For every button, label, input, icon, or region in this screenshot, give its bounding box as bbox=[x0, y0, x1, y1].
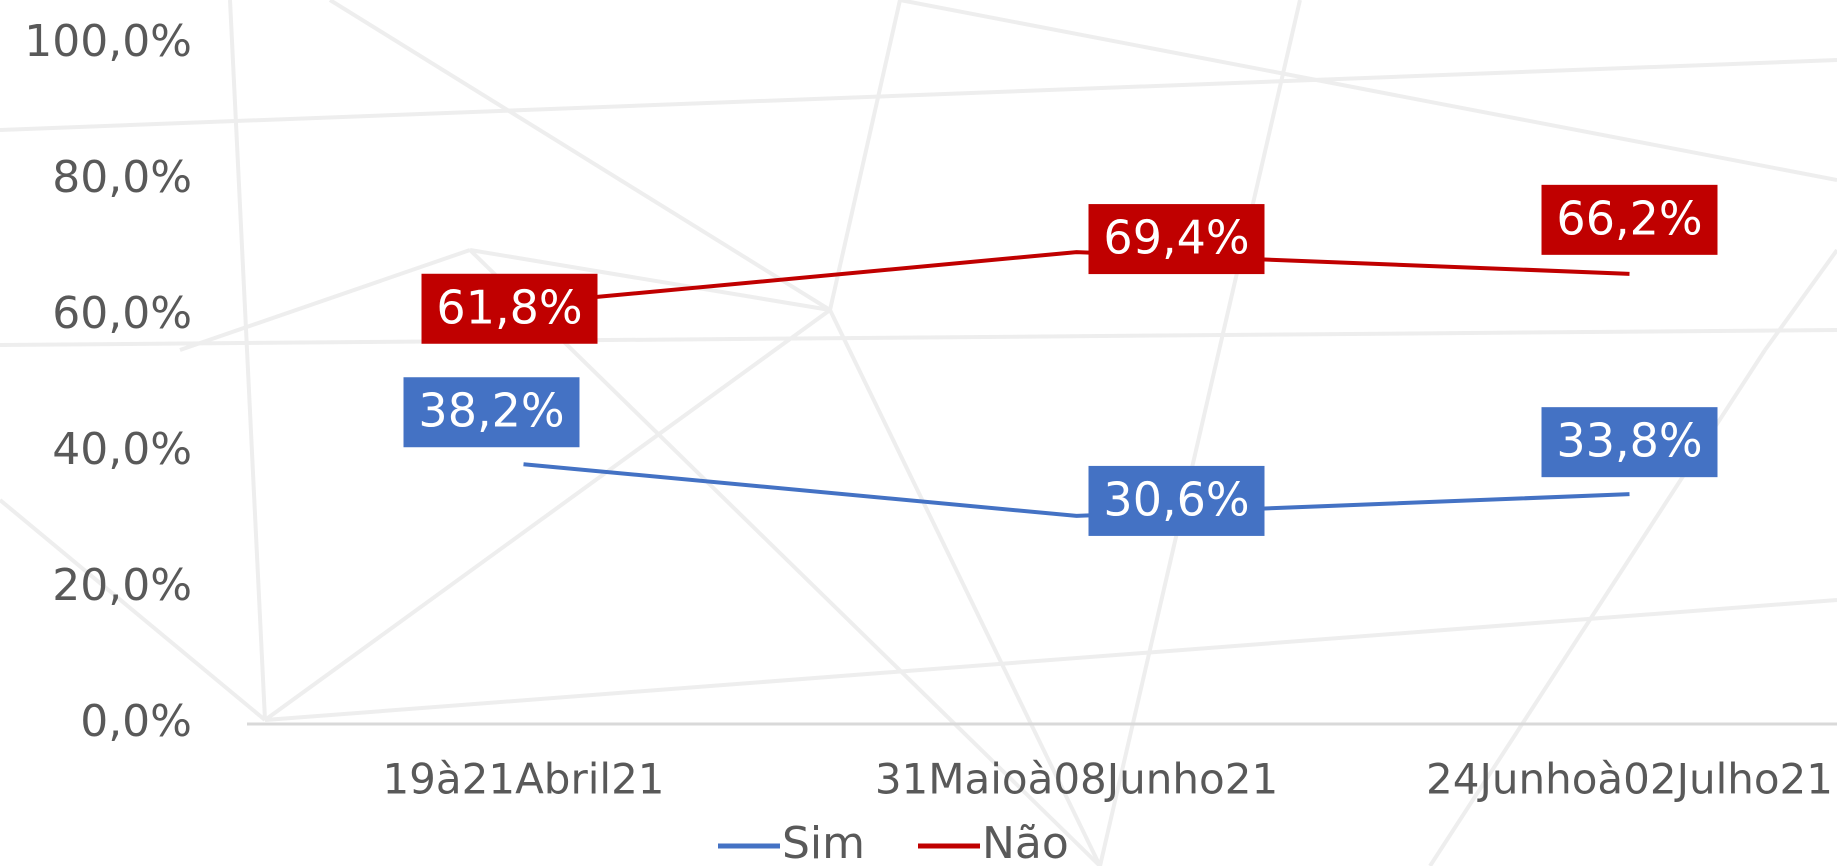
data-label-box bbox=[1088, 204, 1265, 275]
data-label-box bbox=[1541, 407, 1718, 478]
data-label: 66,2% bbox=[1556, 191, 1702, 245]
y-tick-label: 80,0% bbox=[52, 152, 192, 203]
data-label: 38,2% bbox=[418, 384, 564, 438]
line-series bbox=[523, 250, 1630, 306]
y-tick-label: 100,0% bbox=[24, 16, 192, 67]
data-label-box bbox=[1088, 465, 1265, 536]
y-tick-label: 60,0% bbox=[52, 288, 192, 339]
y-tick-label: 0,0% bbox=[80, 696, 192, 747]
y-tick-label: 40,0% bbox=[52, 424, 192, 475]
legend-label: Sim bbox=[782, 818, 865, 866]
legend-label: Não bbox=[982, 818, 1069, 866]
data-label: 69,4% bbox=[1103, 211, 1249, 265]
data-label-box bbox=[1541, 184, 1718, 255]
x-tick-label: 31Maioà08Junho21 bbox=[875, 755, 1278, 804]
data-label-box bbox=[403, 377, 580, 448]
data-label: 33,8% bbox=[1556, 414, 1702, 468]
data-label-box bbox=[421, 273, 598, 344]
data-label: 30,6% bbox=[1103, 472, 1249, 526]
x-tick-label: 24Junhoà02Julho21 bbox=[1426, 755, 1833, 804]
line-series bbox=[523, 462, 1630, 518]
data-label: 61,8% bbox=[436, 280, 582, 334]
y-tick-label: 20,0% bbox=[52, 560, 192, 611]
x-tick-label: 19à21Abril21 bbox=[382, 755, 664, 804]
